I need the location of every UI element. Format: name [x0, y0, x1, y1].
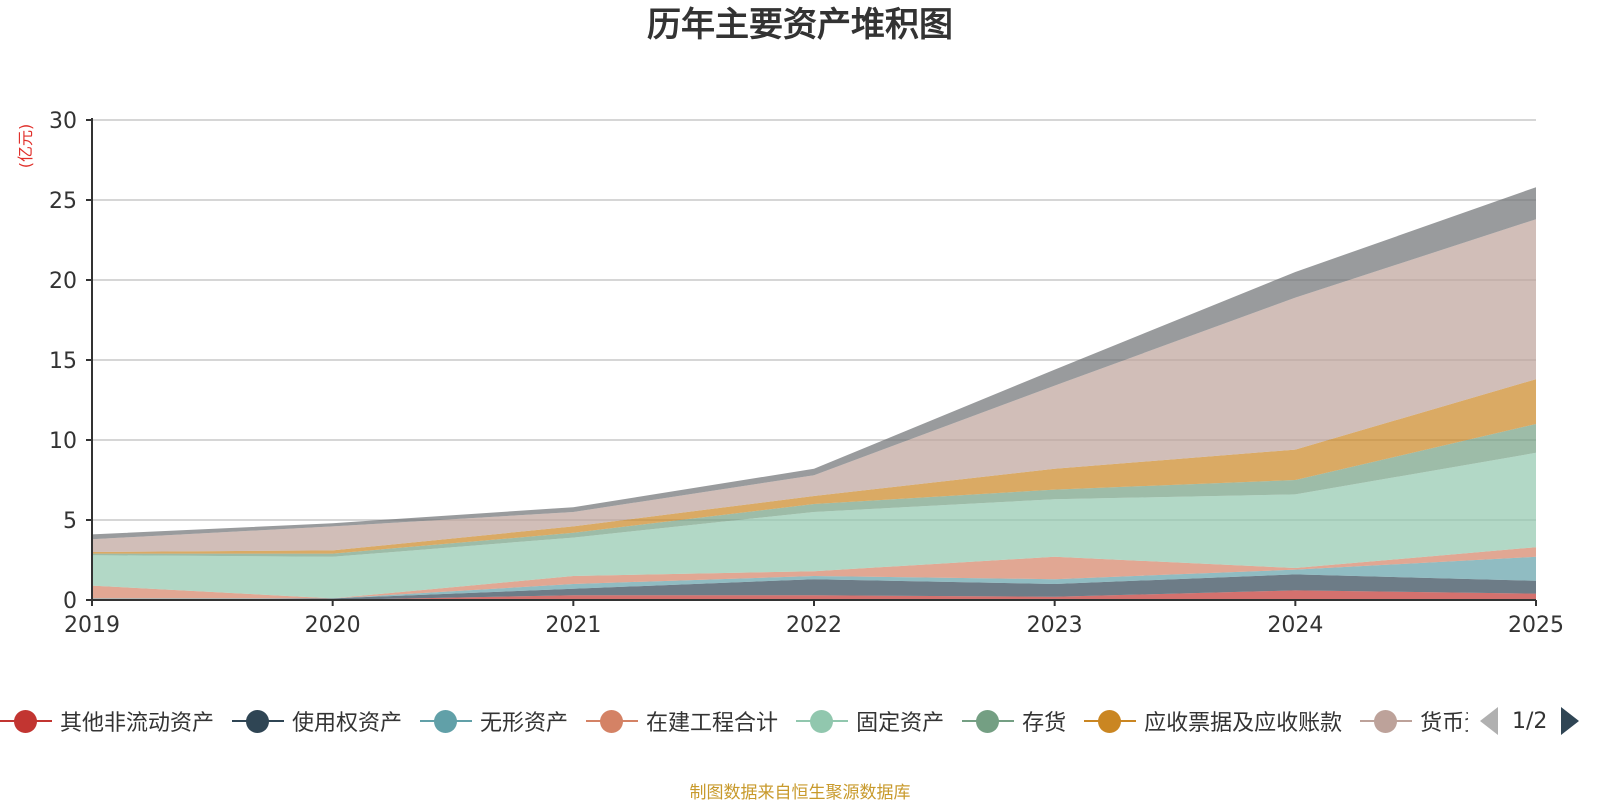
area-6 [92, 424, 1536, 557]
y-tick-label: 25 [49, 189, 77, 214]
legend-marker-icon [962, 707, 1015, 735]
legend-marker-icon [1360, 707, 1413, 735]
area-7 [92, 379, 1536, 554]
legend-marker-icon [1084, 707, 1137, 735]
y-tick-label: 20 [49, 269, 77, 294]
legend-label: 存货 [1022, 711, 1067, 736]
area-8 [92, 219, 1536, 552]
legend: 其他非流动资产 使用权资产 无形资产 在建工程合计 固定资产 存货 应收票据及应收账款 货币资… [0, 703, 1600, 739]
y-tick-label: 5 [63, 509, 77, 534]
legend-items: 其他非流动资产 使用权资产 无形资产 在建工程合计 固定资产 存货 应收票据及应收账款 货币资… [0, 703, 1526, 739]
legend-next-page-icon[interactable] [1561, 707, 1580, 735]
y-tick-label: 0 [63, 589, 77, 614]
y-axis-unit-label: (亿元) [16, 124, 35, 169]
y-tick-label: 10 [49, 429, 77, 454]
legend-label: 在建工程合计 [646, 711, 779, 736]
legend-item[interactable]: 应收票据及应收账款 [1084, 703, 1342, 739]
legend-pager: 1/2 [1468, 703, 1600, 739]
legend-label: 其他非流动资产 [60, 711, 215, 736]
legend-marker-icon [0, 707, 52, 735]
area-series [92, 187, 1536, 600]
legend-item[interactable]: 固定资产 [796, 703, 944, 739]
legend-item[interactable]: 使用权资产 [232, 703, 402, 739]
legend-marker-icon [586, 707, 639, 735]
legend-label: 无形资产 [480, 711, 569, 736]
legend-marker-icon [232, 707, 285, 735]
area-5 [92, 452, 1536, 599]
x-tick-label: 2021 [545, 613, 601, 638]
x-tick-label: 2024 [1267, 613, 1323, 638]
y-tick-label: 30 [49, 109, 77, 134]
x-tick-label: 2022 [786, 613, 842, 638]
x-tick-label: 2023 [1027, 613, 1083, 638]
legend-item[interactable]: 存货 [962, 703, 1066, 739]
x-tick-label: 2025 [1508, 613, 1564, 638]
legend-prev-page-icon[interactable] [1480, 707, 1498, 735]
x-tick-label: 2019 [64, 613, 120, 638]
area-4 [92, 547, 1536, 599]
legend-item[interactable]: 在建工程合计 [586, 703, 778, 739]
x-tick-label: 2020 [305, 613, 361, 638]
legend-label: 固定资产 [856, 711, 945, 736]
chart-title: 历年主要资产堆积图 [647, 5, 953, 45]
legend-item[interactable]: 无形资产 [420, 703, 568, 739]
area-2 [92, 574, 1536, 600]
legend-label: 使用权资产 [292, 711, 403, 736]
area-3 [92, 556, 1536, 600]
legend-page-indicator: 1/2 [1512, 708, 1548, 734]
legend-marker-icon [420, 707, 473, 735]
y-tick-label: 15 [49, 349, 77, 374]
legend-item[interactable]: 其他非流动资产 [0, 703, 214, 739]
legend-label: 应收票据及应收账款 [1144, 711, 1343, 736]
data-source-note: 制图数据来自恒生聚源数据库 [689, 783, 911, 803]
legend-marker-icon [796, 707, 849, 735]
area-9 [92, 187, 1536, 540]
